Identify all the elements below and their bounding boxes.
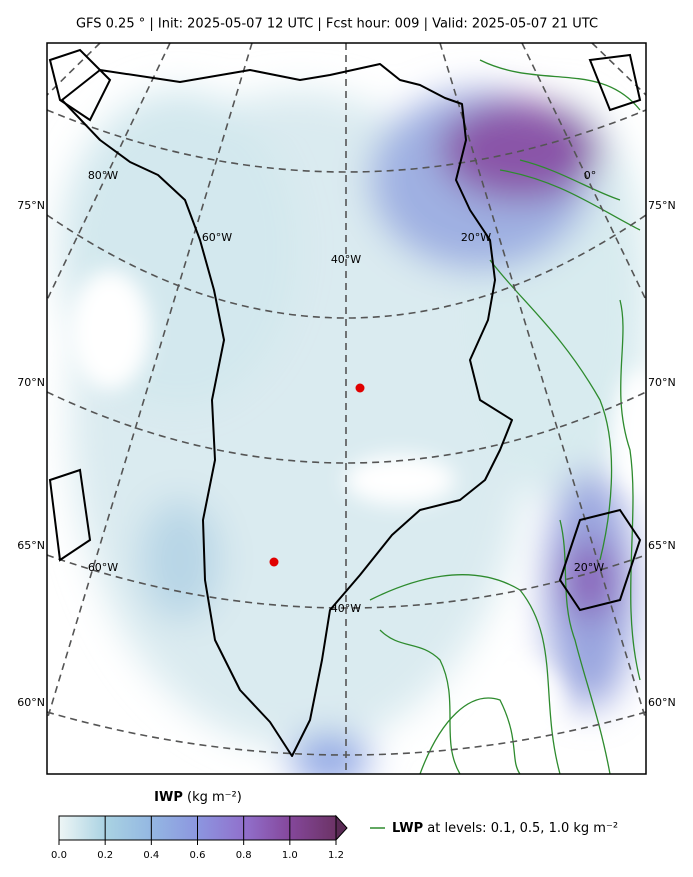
map-field: [47, 43, 646, 774]
lon-label: 20°W: [461, 231, 491, 244]
lat-label: 60°N: [17, 696, 45, 709]
legend: LWP at levels: 0.1, 0.5, 1.0 kg m⁻²: [370, 821, 618, 836]
colorbar: IWP (kg m⁻²): [58, 790, 348, 842]
colorbar-title: IWP: [154, 790, 183, 805]
colorbar-tick-label: 0.0: [51, 850, 67, 861]
lwp-contours: [369, 59, 641, 774]
colorbar-unit: (kg m⁻²): [187, 790, 242, 805]
lat-label: 65°N: [648, 539, 676, 552]
coastline: [61, 63, 513, 757]
colorbar-tick-label: 0.6: [190, 850, 206, 861]
lon-label: 20°W: [574, 561, 604, 574]
colorbar-tick-label: 0.8: [236, 850, 252, 861]
colorbar-tick-label: 0.4: [143, 850, 159, 861]
colorbar-label: IWP (kg m⁻²): [154, 790, 242, 805]
lon-label: 0°: [584, 169, 597, 182]
lon-label: 80°W: [88, 169, 118, 182]
coastline-islands: [48, 48, 642, 612]
map-labels: 75°N 70°N 65°N 60°N 75°N 70°N 65°N 60°N 80°W 60°W…: [17, 169, 675, 709]
lat-label: 75°N: [17, 199, 45, 212]
lon-label: 40°W: [331, 602, 361, 615]
lat-label: 70°N: [648, 376, 676, 389]
colorbar-tick-label: 1.2: [328, 850, 344, 861]
colorbar-extend: [335, 814, 348, 842]
lat-label: 60°N: [648, 696, 676, 709]
colorbar-tick-label: 1.0: [282, 850, 298, 861]
map-frame: [46, 42, 647, 775]
clear-sky: [47, 270, 646, 760]
lon-label: 60°W: [202, 231, 232, 244]
graticule: [47, 43, 646, 774]
site-marker: [269, 557, 279, 567]
lat-label: 70°N: [17, 376, 45, 389]
legend-text: at levels: 0.1, 0.5, 1.0 kg m⁻²: [427, 821, 618, 836]
lat-label: 75°N: [648, 199, 676, 212]
lon-label: 60°W: [88, 561, 118, 574]
lat-label: 65°N: [17, 539, 45, 552]
lon-label: 40°W: [331, 253, 361, 266]
legend-name: LWP: [392, 821, 423, 836]
legend-entry: LWP at levels: 0.1, 0.5, 1.0 kg m⁻²: [392, 821, 618, 836]
title: GFS 0.25 ° | Init: 2025-05-07 12 UTC | F…: [76, 17, 598, 32]
colorbar-tick-label: 0.2: [97, 850, 113, 861]
iwp-shading: [60, 90, 646, 774]
site-marker: [355, 383, 365, 393]
